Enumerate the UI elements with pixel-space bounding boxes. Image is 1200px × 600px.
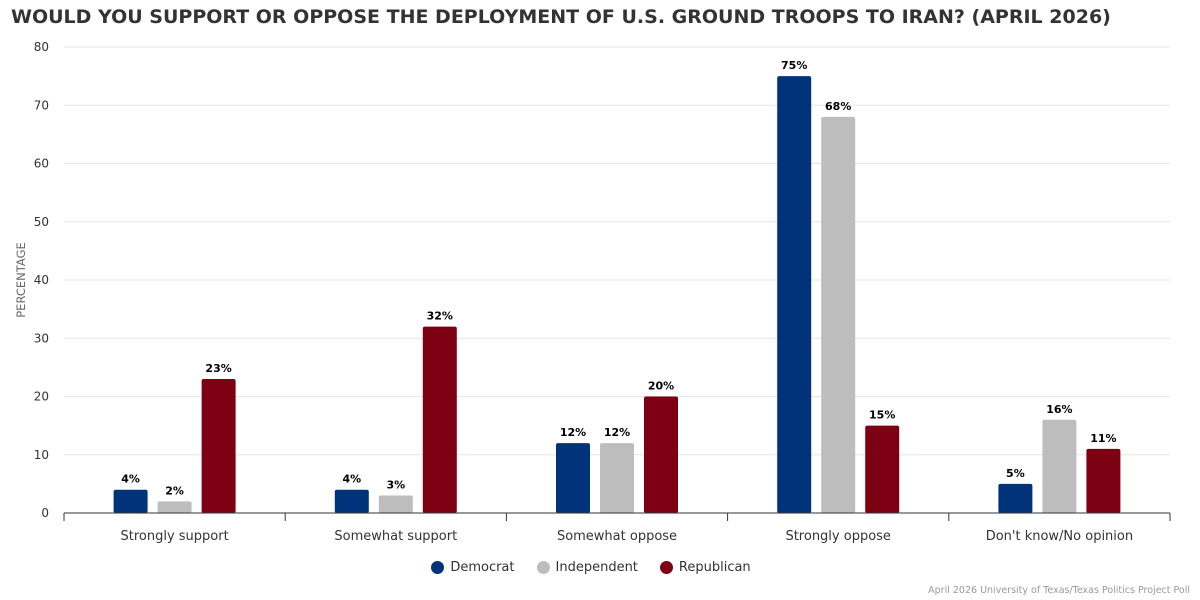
bar-republican: [644, 396, 678, 513]
bar-independent: [157, 501, 192, 513]
data-label: 4%: [121, 473, 140, 486]
y-axis-ticks: 0 10 20 30 40 50 60 70 80: [34, 40, 49, 520]
x-tick-label: Strongly oppose: [785, 529, 890, 544]
legend-swatch: [431, 561, 445, 574]
y-axis-label: PERCENTAGE: [14, 242, 28, 318]
bar-republican: [201, 379, 236, 513]
y-tick-label: 70: [34, 98, 49, 112]
data-label: 68%: [825, 100, 851, 113]
x-tick-label: Strongly support: [120, 529, 228, 544]
chart-title: WOULD YOU SUPPORT OR OPPOSE THE DEPLOYME…: [11, 6, 1111, 28]
bar-republican: [865, 425, 900, 513]
legend-label: Independent: [555, 560, 638, 575]
data-label: 12%: [560, 426, 586, 439]
x-tick-label: Somewhat support: [334, 529, 457, 544]
legend-swatch: [659, 561, 673, 574]
bar-independent: [1042, 419, 1077, 513]
x-tick-label: Somewhat oppose: [557, 529, 677, 544]
data-label: 3%: [386, 479, 405, 492]
bar-republican: [422, 326, 457, 513]
bar-democrat: [556, 443, 590, 513]
legend: Democrat Independent Republican: [0, 560, 1182, 575]
y-tick-label: 80: [34, 40, 49, 54]
bar-democrat: [777, 76, 812, 513]
data-label: 16%: [1046, 403, 1072, 416]
data-label: 20%: [648, 380, 674, 393]
bar-independent: [821, 116, 856, 514]
bar-independent: [378, 495, 413, 513]
data-label: 12%: [604, 426, 630, 439]
legend-label: Republican: [678, 560, 751, 575]
x-axis: Strongly support Somewhat support Somewhat…: [63, 512, 1171, 544]
data-label: 11%: [1090, 432, 1116, 445]
legend-label: Democrat: [450, 560, 515, 575]
bar-democrat: [113, 489, 148, 513]
source-note: April 2026 University of Texas/Texas Pol…: [928, 585, 1190, 596]
y-tick-label: 0: [41, 506, 49, 520]
data-label: 2%: [165, 484, 184, 497]
y-tick-label: 30: [34, 331, 49, 345]
bar-democrat: [334, 489, 369, 513]
data-label: 5%: [1006, 467, 1025, 480]
bar-republican: [1086, 448, 1121, 513]
data-label: 4%: [342, 473, 361, 486]
data-label: 15%: [869, 409, 895, 422]
y-tick-label: 10: [34, 448, 49, 462]
bars: [113, 76, 1121, 514]
bar-independent: [600, 443, 634, 513]
y-tick-label: 60: [34, 157, 49, 171]
legend-item-independent[interactable]: Independent: [536, 560, 638, 575]
data-label: 32%: [427, 310, 453, 323]
data-labels: 4% 2% 23% 4% 3% 32% 12% 12% 20% 75% 68% 15% 5% 16% 11%: [121, 59, 1116, 497]
y-tick-label: 20: [34, 390, 49, 404]
data-label: 75%: [781, 59, 807, 72]
legend-swatch: [536, 561, 550, 574]
x-tick-label: Don't know/No opinion: [986, 529, 1133, 544]
y-tick-label: 50: [34, 215, 49, 229]
bar-democrat: [998, 483, 1033, 513]
data-label: 23%: [205, 362, 231, 375]
legend-item-republican[interactable]: Republican: [659, 560, 751, 575]
y-tick-label: 40: [34, 273, 49, 287]
legend-item-democrat[interactable]: Democrat: [431, 560, 515, 575]
